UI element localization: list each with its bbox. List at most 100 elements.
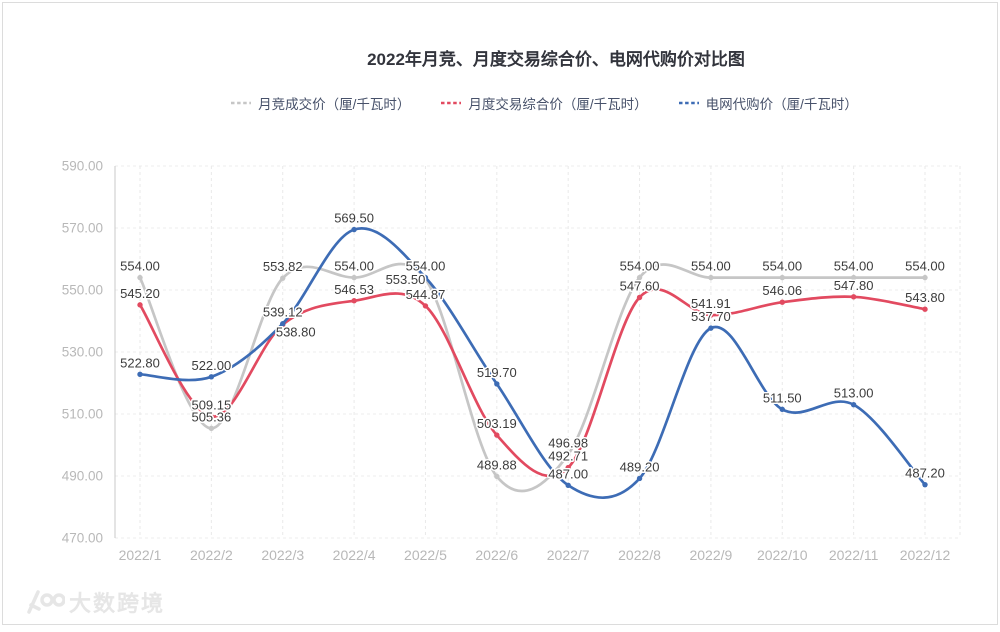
data-point-label: 522.80 bbox=[120, 355, 160, 370]
legend-dash-marker-icon bbox=[441, 101, 462, 105]
x-axis-labels: 2022/1 2022/2 2022/3 2022/4 2022/5 2022/6 2022… bbox=[119, 547, 951, 563]
x-axis-tick-label: 2022/6 bbox=[475, 547, 518, 563]
data-point-label: 537.70 bbox=[691, 309, 731, 324]
data-point[interactable] bbox=[351, 274, 357, 281]
data-point-label: 545.20 bbox=[120, 286, 160, 301]
data-point[interactable] bbox=[280, 321, 286, 327]
y-axis-tick-label: 490.00 bbox=[62, 469, 103, 484]
data-point-label: 547.80 bbox=[834, 278, 874, 293]
y-axis-tick-label: 510.00 bbox=[62, 407, 103, 422]
series-points-2 bbox=[137, 226, 928, 488]
data-point[interactable] bbox=[922, 274, 928, 281]
data-point[interactable] bbox=[922, 481, 928, 488]
data-point-label: 554.00 bbox=[334, 259, 374, 274]
data-point-label: 541.91 bbox=[691, 296, 731, 311]
series-points-0 bbox=[137, 274, 928, 480]
data-point-label: 553.82 bbox=[263, 259, 303, 274]
watermark: 大数跨境 bbox=[23, 586, 165, 618]
x-axis-tick-label: 2022/10 bbox=[757, 547, 808, 563]
data-point[interactable] bbox=[922, 306, 928, 312]
data-point-label: 513.00 bbox=[834, 386, 874, 401]
data-point[interactable] bbox=[779, 406, 785, 413]
data-point-label: 554.00 bbox=[620, 259, 660, 274]
price-comparison-line-chart: 470.00 490.00 510.00 530.00 550.00 570.00 590.… bbox=[62, 159, 961, 563]
y-axis-tick-label: 470.00 bbox=[62, 531, 103, 546]
data-point[interactable] bbox=[779, 299, 785, 305]
data-point-label: 569.50 bbox=[334, 211, 374, 226]
data-point[interactable] bbox=[208, 413, 215, 420]
data-point[interactable] bbox=[565, 464, 571, 471]
data-point[interactable] bbox=[280, 275, 286, 281]
data-point[interactable] bbox=[422, 274, 429, 281]
data-point-label: 543.80 bbox=[905, 290, 945, 305]
x-axis-tick-label: 2022/4 bbox=[333, 547, 376, 563]
data-point[interactable] bbox=[636, 294, 643, 301]
data-point-label: 492.71 bbox=[548, 449, 588, 464]
data-point[interactable] bbox=[850, 274, 857, 281]
x-axis-tick-label: 2022/9 bbox=[689, 547, 732, 563]
legend-item-2[interactable]: 电网代购价（厘/千瓦时） bbox=[678, 93, 858, 113]
data-point[interactable] bbox=[494, 432, 500, 438]
data-point[interactable] bbox=[850, 402, 857, 408]
data-point-label: 503.19 bbox=[477, 416, 517, 431]
grid-lines bbox=[114, 165, 961, 539]
data-point-label: 509.15 bbox=[191, 398, 231, 413]
x-axis-tick-label: 2022/5 bbox=[404, 547, 447, 563]
data-point[interactable] bbox=[208, 425, 215, 432]
data-point[interactable] bbox=[208, 374, 215, 380]
y-axis-tick-label: 550.00 bbox=[62, 283, 103, 298]
series-line-2 bbox=[138, 227, 927, 499]
data-point-label: 554.00 bbox=[406, 259, 446, 274]
data-point-label: 522.00 bbox=[191, 358, 231, 373]
data-point[interactable] bbox=[779, 274, 785, 281]
data-point-label: 496.98 bbox=[548, 435, 588, 450]
data-point-label: 489.88 bbox=[477, 457, 517, 472]
watermark-logo-icon bbox=[27, 590, 65, 614]
data-point[interactable] bbox=[636, 475, 643, 482]
data-point[interactable] bbox=[850, 294, 857, 300]
data-point-label: 539.12 bbox=[263, 305, 303, 320]
legend-item-1[interactable]: 月度交易综合价（厘/千瓦时） bbox=[440, 93, 648, 113]
data-point-label: 553.50 bbox=[386, 272, 426, 287]
legend-dash-marker-icon bbox=[231, 101, 252, 105]
data-point[interactable] bbox=[565, 482, 571, 488]
data-point[interactable] bbox=[137, 302, 143, 308]
legend-item-0[interactable]: 月竞成交价（厘/千瓦时） bbox=[230, 93, 410, 113]
data-point-label: 519.70 bbox=[477, 365, 517, 380]
legend-item-label: 月度交易综合价（厘/千瓦时） bbox=[468, 97, 648, 112]
series-points-1 bbox=[137, 294, 928, 471]
data-point[interactable] bbox=[708, 325, 714, 331]
data-point[interactable] bbox=[565, 451, 571, 458]
data-point[interactable] bbox=[137, 274, 143, 281]
data-point-label: 546.53 bbox=[334, 282, 374, 297]
data-point-label: 547.60 bbox=[620, 278, 660, 293]
x-axis-tick-label: 2022/7 bbox=[547, 547, 590, 563]
data-point[interactable] bbox=[137, 371, 143, 378]
data-point[interactable] bbox=[636, 274, 643, 281]
chart-title: 2022年月竞、月度交易综合价、电网代购价对比图 bbox=[367, 50, 745, 69]
watermark-text: 大数跨境 bbox=[69, 591, 166, 616]
data-point[interactable] bbox=[422, 303, 429, 309]
data-point[interactable] bbox=[708, 312, 714, 318]
data-point[interactable] bbox=[494, 473, 500, 480]
legend-item-label: 月竞成交价（厘/千瓦时） bbox=[258, 97, 411, 112]
data-point[interactable] bbox=[708, 274, 714, 281]
legend: 月竞成交价（厘/千瓦时） 月度交易综合价（厘/千瓦时） 电网代购价（厘/千瓦时） bbox=[91, 93, 997, 113]
series-line-1 bbox=[138, 288, 927, 478]
data-point-label: 554.00 bbox=[120, 259, 160, 274]
data-point-label: 554.00 bbox=[691, 259, 731, 274]
y-axis-tick-label: 530.00 bbox=[62, 345, 103, 360]
data-point[interactable] bbox=[351, 226, 357, 233]
data-point-label: 546.06 bbox=[762, 283, 802, 298]
x-axis-tick-label: 2022/11 bbox=[829, 547, 879, 563]
x-axis-tick-label: 2022/8 bbox=[618, 547, 661, 563]
data-point-label: 487.00 bbox=[548, 466, 588, 481]
data-point-label: 505.36 bbox=[191, 409, 231, 424]
x-axis-tick-label: 2022/3 bbox=[261, 547, 304, 563]
data-point[interactable] bbox=[351, 298, 357, 304]
data-point[interactable] bbox=[494, 381, 500, 387]
data-point-label: 511.50 bbox=[763, 390, 802, 405]
legend-dash-marker-icon bbox=[678, 101, 699, 105]
